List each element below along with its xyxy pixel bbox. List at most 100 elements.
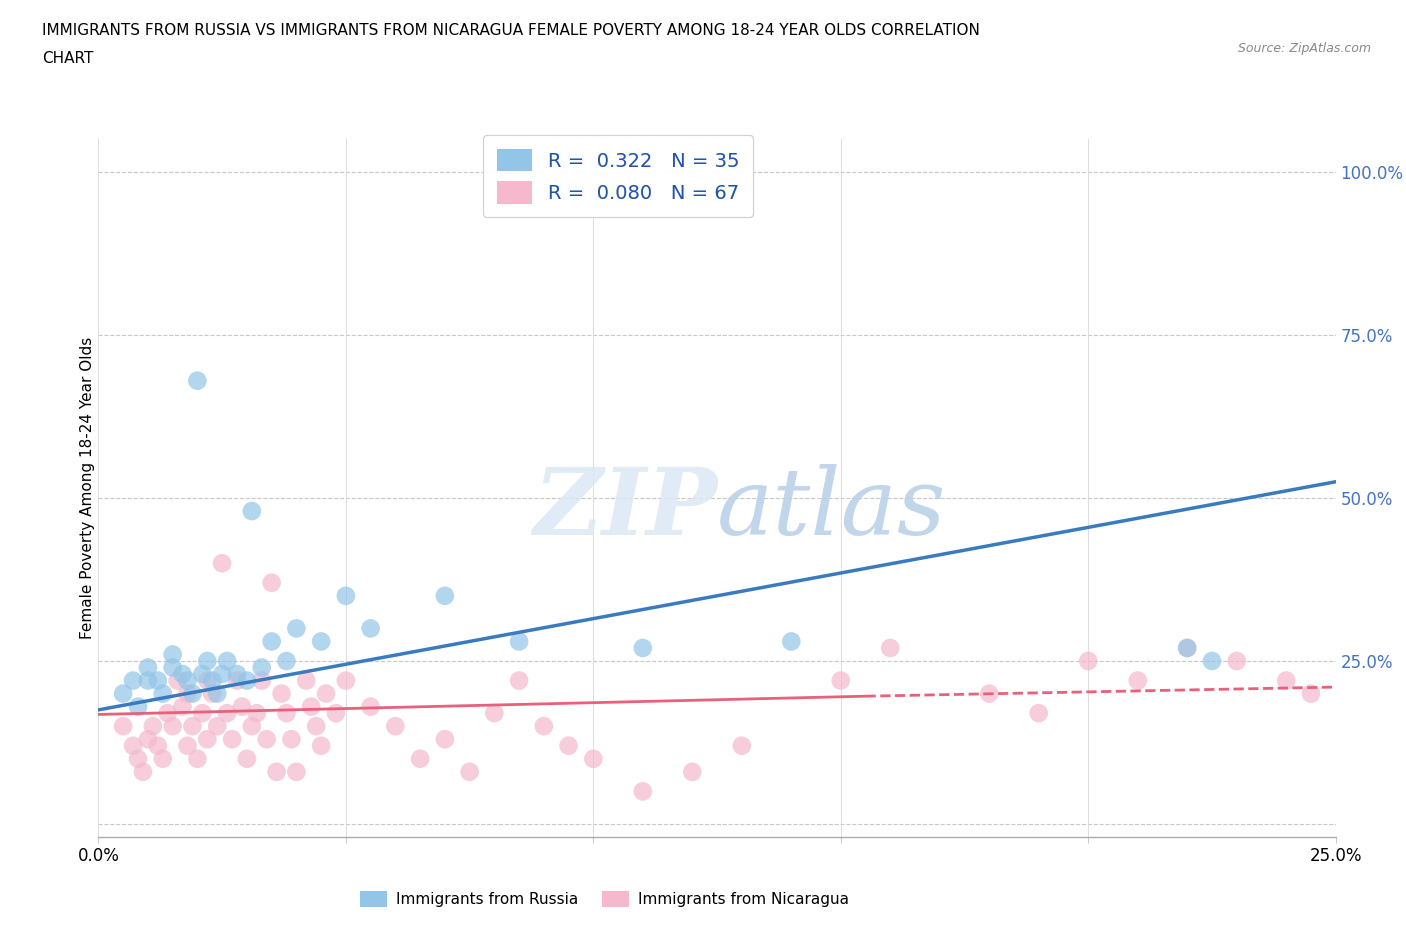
Point xyxy=(195,654,218,669)
Point xyxy=(127,699,149,714)
Point xyxy=(146,673,169,688)
Point xyxy=(136,660,159,675)
Point xyxy=(201,673,224,688)
Point xyxy=(112,719,135,734)
Point xyxy=(127,751,149,766)
Point xyxy=(979,686,1001,701)
Point xyxy=(181,686,204,701)
Point xyxy=(240,504,263,519)
Point xyxy=(285,764,308,779)
Point xyxy=(162,719,184,734)
Point xyxy=(266,764,288,779)
Point xyxy=(217,654,239,669)
Point xyxy=(195,673,218,688)
Point xyxy=(205,686,228,701)
Point xyxy=(250,673,273,688)
Point xyxy=(1226,654,1249,669)
Point xyxy=(335,589,357,604)
Point xyxy=(631,641,654,656)
Point xyxy=(335,673,357,688)
Point xyxy=(176,686,198,701)
Point xyxy=(830,673,852,688)
Text: Source: ZipAtlas.com: Source: ZipAtlas.com xyxy=(1237,42,1371,55)
Point xyxy=(270,686,292,701)
Point xyxy=(681,764,703,779)
Point xyxy=(132,764,155,779)
Point xyxy=(217,706,239,721)
Point xyxy=(508,634,530,649)
Point xyxy=(260,634,283,649)
Point xyxy=(221,732,243,747)
Point xyxy=(250,660,273,675)
Point xyxy=(166,673,188,688)
Point xyxy=(276,654,298,669)
Point xyxy=(1077,654,1099,669)
Legend: R =  0.322   N = 35, R =  0.080   N = 67: R = 0.322 N = 35, R = 0.080 N = 67 xyxy=(484,135,752,217)
Point xyxy=(276,706,298,721)
Point xyxy=(557,738,579,753)
Point xyxy=(195,732,218,747)
Point xyxy=(295,673,318,688)
Point xyxy=(176,738,198,753)
Point xyxy=(879,641,901,656)
Point xyxy=(172,699,194,714)
Point xyxy=(205,719,228,734)
Point xyxy=(240,719,263,734)
Point xyxy=(226,667,249,682)
Point xyxy=(162,660,184,675)
Point xyxy=(582,751,605,766)
Text: atlas: atlas xyxy=(717,464,946,554)
Point xyxy=(315,686,337,701)
Point xyxy=(1201,654,1223,669)
Point xyxy=(112,686,135,701)
Point xyxy=(433,589,456,604)
Point xyxy=(260,576,283,591)
Point xyxy=(1275,673,1298,688)
Point xyxy=(236,751,259,766)
Point xyxy=(1126,673,1149,688)
Legend: Immigrants from Russia, Immigrants from Nicaragua: Immigrants from Russia, Immigrants from … xyxy=(354,884,855,913)
Point xyxy=(136,732,159,747)
Point xyxy=(433,732,456,747)
Point xyxy=(1175,641,1198,656)
Y-axis label: Female Poverty Among 18-24 Year Olds: Female Poverty Among 18-24 Year Olds xyxy=(80,338,94,640)
Point xyxy=(360,699,382,714)
Point xyxy=(309,634,332,649)
Text: ZIP: ZIP xyxy=(533,464,717,554)
Point xyxy=(1175,641,1198,656)
Point xyxy=(146,738,169,753)
Point xyxy=(285,621,308,636)
Point xyxy=(458,764,481,779)
Point xyxy=(1028,706,1050,721)
Point xyxy=(409,751,432,766)
Point xyxy=(246,706,269,721)
Point xyxy=(305,719,328,734)
Point xyxy=(508,673,530,688)
Point xyxy=(152,686,174,701)
Point xyxy=(211,667,233,682)
Point xyxy=(631,784,654,799)
Point xyxy=(325,706,347,721)
Point xyxy=(186,373,208,388)
Point xyxy=(122,673,145,688)
Point xyxy=(211,556,233,571)
Point xyxy=(256,732,278,747)
Point xyxy=(533,719,555,734)
Point xyxy=(156,706,179,721)
Point xyxy=(136,673,159,688)
Point xyxy=(201,686,224,701)
Point xyxy=(181,719,204,734)
Point xyxy=(280,732,302,747)
Point xyxy=(191,667,214,682)
Point xyxy=(152,751,174,766)
Text: CHART: CHART xyxy=(42,51,94,66)
Point xyxy=(162,647,184,662)
Point xyxy=(186,751,208,766)
Point xyxy=(484,706,506,721)
Point xyxy=(231,699,253,714)
Point xyxy=(226,673,249,688)
Point xyxy=(191,706,214,721)
Point xyxy=(309,738,332,753)
Point xyxy=(360,621,382,636)
Point xyxy=(176,673,198,688)
